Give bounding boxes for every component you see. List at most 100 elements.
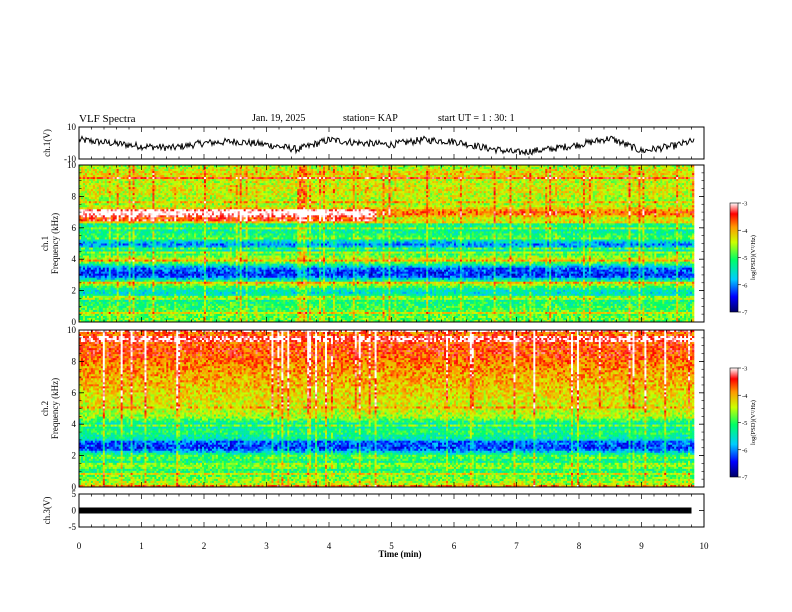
psd-cell bbox=[168, 175, 170, 177]
psd-cell bbox=[262, 167, 264, 169]
psd-cell bbox=[345, 175, 347, 177]
psd-cell bbox=[216, 177, 218, 179]
psd-cell bbox=[577, 175, 579, 177]
psd-cell bbox=[87, 177, 89, 179]
psd-cell bbox=[218, 177, 220, 179]
psd-cell bbox=[277, 173, 279, 175]
psd-cell bbox=[359, 177, 361, 179]
psd-cell bbox=[244, 169, 246, 171]
psd-cell bbox=[297, 177, 299, 179]
psd-cell bbox=[146, 167, 148, 169]
psd-cell bbox=[371, 171, 373, 173]
psd-cell bbox=[129, 175, 131, 177]
psd-cell bbox=[565, 169, 567, 171]
psd-cell bbox=[141, 175, 143, 177]
psd-cell bbox=[109, 173, 111, 175]
psd-cell bbox=[240, 171, 242, 173]
waveform-trace bbox=[79, 136, 694, 155]
psd-cell bbox=[494, 169, 496, 171]
psd-cell bbox=[549, 167, 551, 169]
psd-cell bbox=[103, 177, 105, 179]
psd-cell bbox=[450, 169, 452, 171]
psd-cell bbox=[230, 177, 232, 179]
psd-cell bbox=[680, 173, 682, 175]
psd-cell bbox=[341, 177, 343, 179]
psd-cell bbox=[361, 171, 363, 173]
psd-cell bbox=[519, 175, 521, 177]
psd-cell bbox=[85, 173, 87, 175]
psd-cell bbox=[492, 171, 494, 173]
psd-cell bbox=[688, 171, 690, 173]
psd-cell bbox=[156, 173, 158, 175]
psd-cell bbox=[539, 171, 541, 173]
ch1-spectrogram-panel: 0246810ch.1Frequency (kHz) bbox=[40, 160, 704, 327]
psd-cell bbox=[121, 175, 123, 177]
psd-cell bbox=[125, 171, 127, 173]
psd-cell bbox=[176, 171, 178, 173]
psd-cell bbox=[212, 175, 214, 177]
psd-cell bbox=[434, 171, 436, 173]
psd-cell bbox=[607, 171, 609, 173]
psd-cell bbox=[452, 173, 454, 175]
psd-cell bbox=[353, 171, 355, 173]
psd-cell bbox=[107, 171, 109, 173]
psd-cell bbox=[482, 169, 484, 171]
psd-cell bbox=[281, 171, 283, 173]
psd-cell bbox=[638, 173, 640, 175]
psd-cell bbox=[351, 173, 353, 175]
psd-cell bbox=[83, 169, 85, 171]
psd-cell bbox=[139, 171, 141, 173]
psd-cell bbox=[254, 169, 256, 171]
psd-cell bbox=[672, 167, 674, 169]
psd-cell bbox=[623, 175, 625, 177]
psd-cell bbox=[142, 167, 144, 169]
psd-cell bbox=[515, 171, 517, 173]
psd-cell bbox=[258, 175, 260, 177]
psd-cell bbox=[123, 173, 125, 175]
psd-cell bbox=[125, 175, 127, 177]
psd-cell bbox=[113, 175, 115, 177]
psd-cell bbox=[450, 167, 452, 169]
psd-cell bbox=[692, 167, 694, 169]
psd-cell bbox=[533, 173, 535, 175]
psd-cell bbox=[557, 171, 559, 173]
psd-cell bbox=[619, 169, 621, 171]
psd-cell bbox=[396, 175, 398, 177]
psd-cell bbox=[521, 171, 523, 173]
psd-cell bbox=[260, 171, 262, 173]
psd-cell bbox=[571, 171, 573, 173]
psd-cell bbox=[601, 167, 603, 169]
psd-cell bbox=[373, 167, 375, 169]
psd-cell bbox=[642, 175, 644, 177]
psd-cell bbox=[650, 173, 652, 175]
psd-cell bbox=[438, 171, 440, 173]
psd-cell bbox=[430, 169, 432, 171]
psd-cell bbox=[549, 175, 551, 177]
psd-cell bbox=[412, 167, 414, 169]
psd-cell bbox=[204, 171, 206, 173]
psd-cell bbox=[279, 171, 281, 173]
psd-cell bbox=[537, 173, 539, 175]
psd-cell bbox=[321, 173, 323, 175]
psd-cell bbox=[123, 171, 125, 173]
psd-cell bbox=[87, 169, 89, 171]
psd-cell bbox=[621, 169, 623, 171]
psd-cell bbox=[650, 169, 652, 171]
psd-cell bbox=[638, 171, 640, 173]
psd-cell bbox=[400, 167, 402, 169]
psd-cell bbox=[387, 169, 389, 171]
psd-cell bbox=[621, 175, 623, 177]
psd-cell bbox=[85, 175, 87, 177]
psd-cell bbox=[144, 175, 146, 177]
psd-cell bbox=[611, 173, 613, 175]
psd-cell bbox=[609, 167, 611, 169]
psd-cell bbox=[396, 171, 398, 173]
psd-cell bbox=[117, 173, 119, 175]
psd-cell bbox=[692, 173, 694, 175]
psd-cell bbox=[295, 167, 297, 169]
psd-cell bbox=[111, 173, 113, 175]
psd-cell bbox=[609, 173, 611, 175]
psd-cell bbox=[250, 173, 252, 175]
psd-cell bbox=[371, 169, 373, 171]
psd-cell bbox=[289, 173, 291, 175]
